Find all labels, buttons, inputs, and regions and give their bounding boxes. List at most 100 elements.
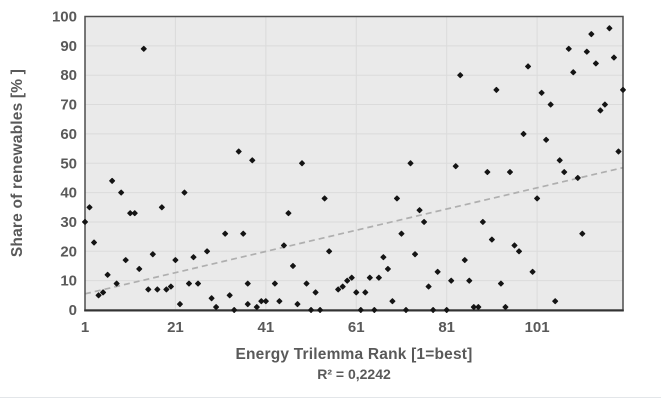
data-point <box>525 63 532 70</box>
data-point <box>561 169 568 176</box>
data-point <box>565 45 572 52</box>
data-point <box>493 86 500 93</box>
data-point <box>348 274 355 281</box>
data-point <box>393 195 400 202</box>
data-point <box>181 189 188 196</box>
y-tick-label: 50 <box>60 155 77 172</box>
data-point <box>163 286 170 293</box>
y-tick-label: 0 <box>69 302 77 319</box>
data-point <box>601 101 608 108</box>
data-point <box>127 210 134 217</box>
data-point <box>154 286 161 293</box>
data-point <box>506 169 513 176</box>
data-point <box>380 254 387 261</box>
data-point <box>488 236 495 243</box>
x-tick-label: 41 <box>257 319 274 336</box>
data-point <box>289 262 296 269</box>
data-point <box>362 289 369 296</box>
data-point <box>308 306 315 314</box>
data-point <box>136 265 143 272</box>
data-point <box>317 306 324 314</box>
data-point <box>412 251 419 258</box>
data-point <box>100 289 107 296</box>
data-point <box>185 280 192 287</box>
data-point <box>443 306 450 314</box>
data-point <box>109 177 116 184</box>
data-point <box>416 207 423 214</box>
data-point <box>344 277 351 284</box>
data-point <box>204 248 211 255</box>
data-point <box>113 280 120 287</box>
data-point <box>172 257 179 264</box>
data-point <box>375 274 382 281</box>
x-axis-title: Energy Trilemma Rank [1=best] <box>235 346 473 363</box>
window-bottom-divider <box>0 397 661 398</box>
data-point <box>81 218 89 225</box>
data-point <box>276 298 283 305</box>
data-point <box>502 304 509 311</box>
data-point <box>511 242 518 249</box>
data-point <box>398 230 405 237</box>
data-point <box>407 160 414 167</box>
x-tick-label: 81 <box>438 319 455 336</box>
y-axis-title: Share of renewables [% ] <box>9 68 26 258</box>
data-point <box>231 306 238 314</box>
data-point <box>592 60 599 67</box>
y-tick-label: 80 <box>60 67 77 84</box>
data-point <box>579 230 586 237</box>
data-point <box>294 301 301 308</box>
data-point <box>258 298 265 305</box>
data-point <box>86 204 93 211</box>
data-point <box>122 257 129 264</box>
data-point <box>384 265 391 272</box>
data-point <box>326 248 333 255</box>
data-point <box>547 101 554 108</box>
data-point <box>357 306 364 314</box>
data-point <box>158 204 165 211</box>
data-point <box>271 280 278 287</box>
data-point <box>538 89 545 96</box>
data-point <box>610 54 617 61</box>
data-point <box>131 210 138 217</box>
data-point <box>222 230 229 237</box>
data-point <box>479 218 486 225</box>
y-tick-label: 100 <box>52 9 77 26</box>
data-point <box>240 230 247 237</box>
y-tick-label: 40 <box>60 185 77 202</box>
data-point <box>145 286 152 293</box>
data-point <box>466 277 473 284</box>
data-point <box>430 306 437 314</box>
data-point <box>556 157 563 164</box>
data-point <box>461 257 468 264</box>
data-point <box>615 148 622 155</box>
data-point <box>312 289 319 296</box>
data-point <box>529 268 536 275</box>
data-point <box>497 280 504 287</box>
data-point <box>606 25 613 32</box>
y-tick-label: 20 <box>60 243 77 260</box>
data-point <box>597 107 604 114</box>
trendline <box>84 166 624 295</box>
data-point <box>619 86 627 93</box>
data-point <box>226 292 233 299</box>
data-point <box>244 280 251 287</box>
x-tick-label: 61 <box>348 319 365 336</box>
data-point <box>190 254 197 261</box>
data-point <box>448 277 455 284</box>
data-point <box>213 304 220 311</box>
data-point <box>335 286 342 293</box>
data-point <box>280 242 287 249</box>
data-point <box>91 239 98 246</box>
data-point <box>176 301 183 308</box>
data-point <box>434 268 441 275</box>
data-point <box>167 283 174 290</box>
data-point <box>452 163 459 170</box>
data-point <box>583 48 590 55</box>
data-point <box>475 304 482 311</box>
data-point <box>253 304 260 311</box>
data-point <box>543 136 550 143</box>
data-point <box>104 271 111 278</box>
y-tick-label: 90 <box>60 38 77 55</box>
y-tick-label: 30 <box>60 214 77 231</box>
